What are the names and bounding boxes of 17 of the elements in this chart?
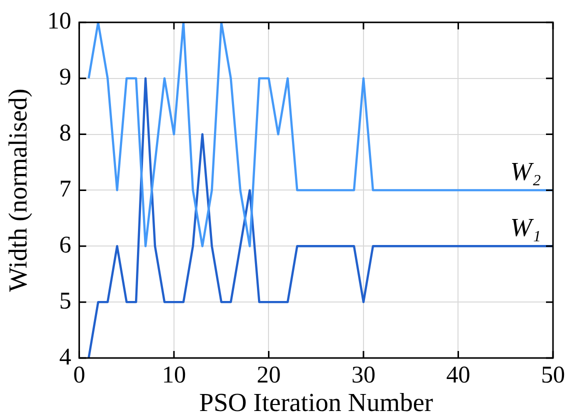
y-axis-title: Width (normalised): [3, 88, 32, 292]
y-tick-label: 10: [47, 8, 72, 35]
x-tick-label: 30: [351, 362, 376, 389]
y-tick-label: 8: [59, 120, 72, 147]
x-tick-label: 0: [73, 362, 86, 389]
x-tick-label: 20: [256, 362, 281, 389]
y-tick-label: 4: [59, 344, 72, 370]
y-tick-label: 6: [59, 232, 72, 258]
series-label: W₂: [510, 157, 541, 186]
y-tick-label: 7: [59, 176, 72, 202]
y-tick-label: 9: [59, 64, 72, 91]
series-label: W₁: [510, 212, 541, 242]
x-axis-title: PSO Iteration Number: [199, 388, 434, 418]
y-tick-label: 5: [59, 288, 72, 314]
x-tick-label: 50: [541, 362, 565, 389]
x-tick-label: 10: [162, 362, 186, 389]
x-tick-label: 40: [446, 362, 470, 389]
